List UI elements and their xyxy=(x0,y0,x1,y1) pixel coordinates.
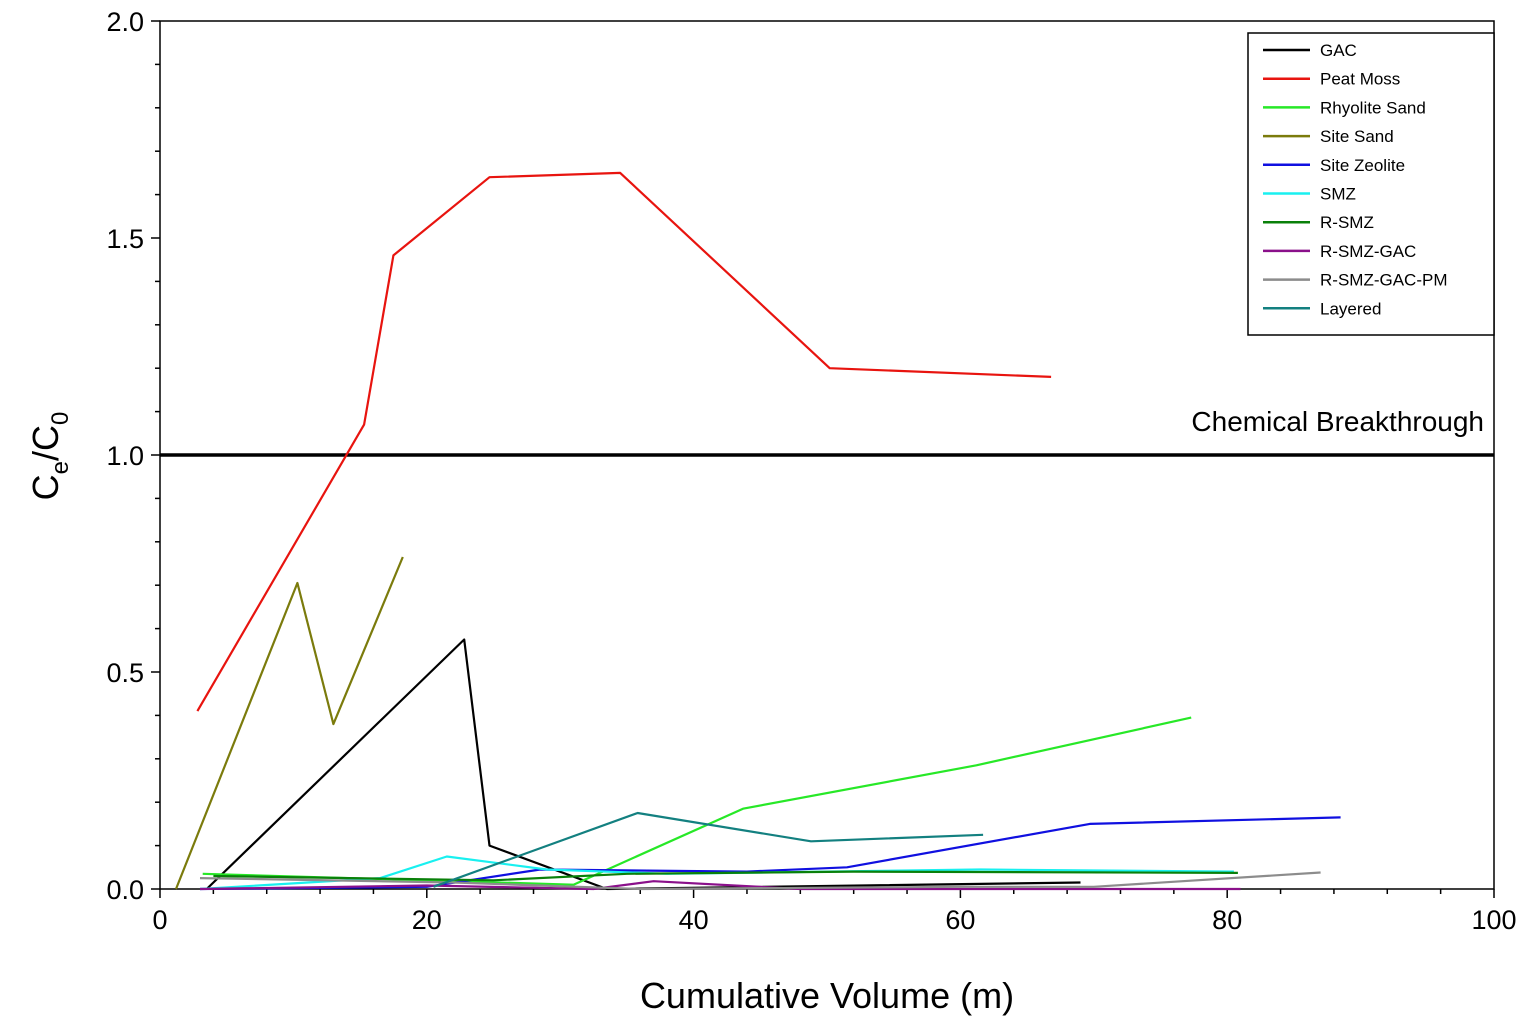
x-tick-label: 60 xyxy=(945,905,975,935)
legend-label-r-smz-gac: R-SMZ-GAC xyxy=(1320,242,1416,261)
y-tick-label: 0.0 xyxy=(106,875,144,905)
y-axis-title-sep: /C xyxy=(25,425,66,461)
legend-label-r-smz: R-SMZ xyxy=(1320,213,1374,232)
legend-box xyxy=(1247,32,1495,336)
y-tick-label: 0.5 xyxy=(106,658,144,688)
series-line-peat-moss xyxy=(196,171,1052,712)
series-line-r-smz-gac xyxy=(199,880,1241,891)
x-tick-label: 40 xyxy=(679,905,709,935)
y-tick-label: 2.0 xyxy=(106,7,144,37)
breakthrough-label: Chemical Breakthrough xyxy=(1191,406,1484,437)
series-line-site-sand xyxy=(174,556,404,890)
x-tick-label: 0 xyxy=(152,905,167,935)
svg-text:Ce/C0: Ce/C0 xyxy=(25,412,74,501)
legend-label-layered: Layered xyxy=(1320,299,1381,318)
series-line-r-smz xyxy=(213,870,1238,882)
legend-label-gac: GAC xyxy=(1320,41,1357,60)
legend-label-peat-moss: Peat Moss xyxy=(1320,70,1400,89)
series-line-rhyolite-sand xyxy=(202,716,1192,886)
legend-label-rhyolite-sand: Rhyolite Sand xyxy=(1320,98,1426,117)
series-line-r-smz-gac-pm xyxy=(199,871,1321,891)
y-axis-title-sub2: 0 xyxy=(47,412,74,425)
x-tick-label: 100 xyxy=(1471,905,1516,935)
y-axis-title-main: C xyxy=(25,474,66,500)
legend-label-site-zeolite: Site Zeolite xyxy=(1320,156,1405,175)
y-axis-title: Ce/C0 xyxy=(25,412,74,501)
legend: GAC Peat Moss Rhyolite Sand Site Sand Site Z… xyxy=(1247,32,1495,336)
series-line-layered xyxy=(433,811,984,888)
legend-label-site-sand: Site Sand xyxy=(1320,127,1394,146)
legend-label-r-smz-gac-pm: R-SMZ-GAC-PM xyxy=(1320,271,1447,290)
legend-label-smz: SMZ xyxy=(1320,185,1356,204)
y-tick-label: 1.5 xyxy=(106,224,144,254)
y-tick-label: 1.0 xyxy=(106,441,144,471)
y-axis-title-sub1: e xyxy=(47,461,74,474)
x-tick-label: 80 xyxy=(1212,905,1242,935)
x-tick-label: 20 xyxy=(412,905,442,935)
x-axis-title: Cumulative Volume (m) xyxy=(640,975,1014,1016)
series-line-gac xyxy=(205,638,1081,891)
